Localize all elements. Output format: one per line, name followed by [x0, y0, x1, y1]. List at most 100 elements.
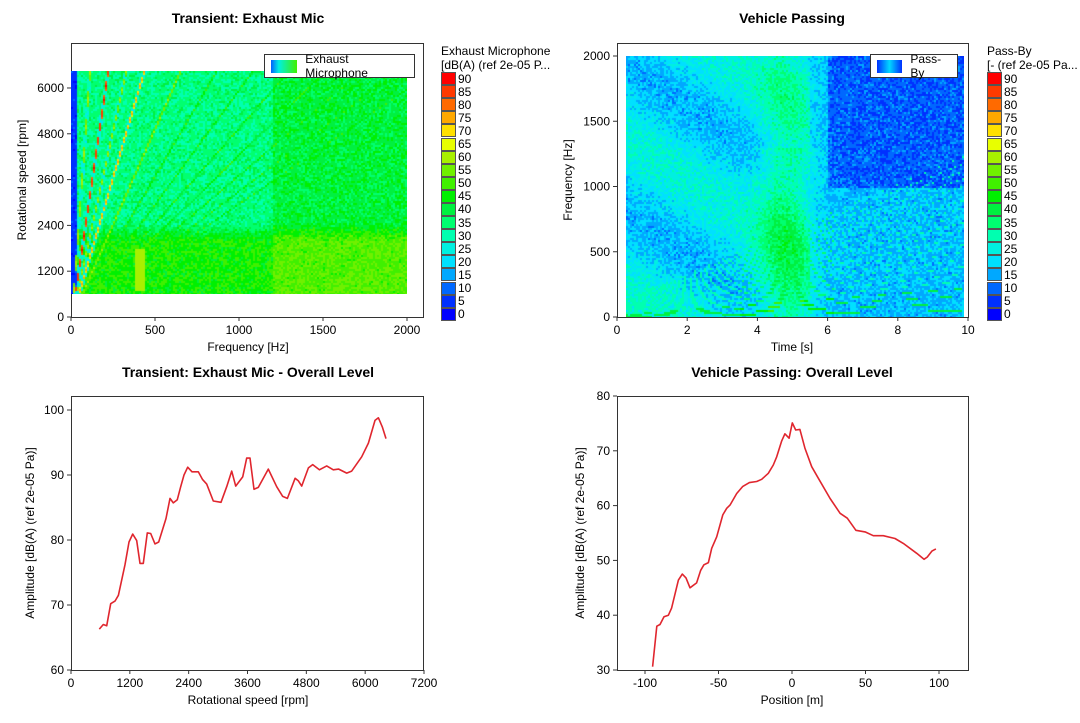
colorbar-swatch — [987, 150, 1002, 164]
x-axis-label: Frequency [Hz] — [207, 340, 289, 354]
colorbar-level: 5 — [987, 294, 1078, 308]
y-tick-label: 70 — [51, 598, 65, 612]
colorbar-level: 0 — [987, 307, 1078, 322]
spectrogram-exhaust-heatmap[interactable] — [71, 71, 407, 294]
y-tick-label: 1500 — [583, 114, 610, 128]
colorbar-swatch — [987, 98, 1002, 112]
colorbar-swatch — [987, 137, 1002, 151]
colorbar-label: 5 — [458, 294, 465, 309]
colorbar-label: 45 — [458, 189, 472, 204]
x-tick-label: 7200 — [411, 676, 438, 690]
colorbar-label: 35 — [458, 215, 472, 230]
legend-swatch — [877, 59, 903, 73]
colorbar-level: 25 — [441, 241, 550, 256]
legend-label: Exhaust Microphone — [305, 52, 368, 80]
colorbar-swatch — [441, 255, 456, 269]
x-tick-label: 0 — [68, 323, 75, 337]
x-tick-label: 6000 — [352, 676, 379, 690]
colorbar-level: 40 — [441, 202, 550, 216]
colorbar-label: 30 — [458, 228, 472, 243]
x-tick-label: 500 — [145, 323, 165, 337]
x-axis-label: Position [m] — [760, 693, 824, 707]
y-tick-label: 2400 — [37, 218, 64, 232]
colorbar-level: 65 — [441, 137, 550, 151]
colorbar-level: 20 — [987, 255, 1078, 269]
colorbar-label: 15 — [458, 267, 472, 282]
colorbar-swatch — [987, 242, 1002, 256]
y-tick-label: 60 — [597, 499, 611, 513]
x-tick-label: 8 — [894, 323, 901, 337]
colorbar-title: Exhaust Microphone — [441, 44, 551, 58]
colorbar-level: 10 — [441, 281, 550, 295]
colorbar-label: 80 — [1004, 97, 1018, 112]
y-tick-label: 30 — [597, 663, 611, 677]
legend-swatch — [271, 59, 298, 73]
colorbar-unit: [- (ref 2e-05 Pa... — [987, 58, 1078, 72]
colorbar-swatch — [441, 216, 456, 230]
colorbar-level: 55 — [987, 163, 1078, 177]
plot-area-passby-overall[interactable] — [617, 396, 969, 671]
colorbar-label: 0 — [458, 307, 465, 322]
colorbar-label: 80 — [458, 97, 472, 112]
colorbar-level: 35 — [987, 216, 1078, 230]
y-tick-label: 6000 — [37, 81, 64, 95]
x-tick-label: 1500 — [310, 323, 337, 337]
colorbar-level: 90 — [441, 72, 550, 86]
colorbar-swatch — [987, 72, 1002, 86]
plot-area-passby-spectrogram[interactable] — [617, 43, 969, 318]
colorbar-label: 55 — [458, 163, 472, 178]
colorbar-swatch — [987, 163, 1002, 177]
colorbar-swatch — [441, 281, 456, 295]
colorbar-label: 65 — [1004, 137, 1018, 152]
colorbar-label: 75 — [458, 110, 472, 125]
colorbar-swatch — [987, 294, 1002, 308]
colorbar-title: Pass-By — [987, 44, 1032, 58]
colorbar-swatch — [441, 150, 456, 164]
x-tick-label: 0 — [789, 676, 796, 690]
colorbar-level: 30 — [441, 228, 550, 243]
colorbar-label: 15 — [1004, 267, 1018, 282]
x-tick-label: 2400 — [175, 676, 202, 690]
colorbar-level: 10 — [987, 281, 1078, 295]
colorbar-label: 20 — [458, 254, 472, 269]
colorbar-level: 60 — [987, 150, 1078, 164]
colorbar-swatch — [441, 163, 456, 177]
colorbar-label: 50 — [458, 176, 472, 191]
legend-exhaust: Exhaust Microphone — [264, 52, 415, 80]
colorbar-swatch — [441, 98, 456, 112]
colorbar-swatch — [987, 216, 1002, 230]
x-tick-label: 4 — [754, 323, 761, 337]
colorbar-level: 35 — [441, 215, 550, 230]
colorbar-swatch — [987, 176, 1002, 190]
chart-title-passby-spectrogram: Vehicle Passing — [739, 10, 845, 26]
colorbar-label: 25 — [458, 241, 472, 256]
y-tick-label: 1000 — [583, 180, 610, 194]
y-tick-label: 100 — [44, 403, 64, 417]
colorbar-label: 0 — [1004, 307, 1011, 322]
colorbar-label: 40 — [1004, 202, 1018, 217]
y-tick-label: 0 — [57, 310, 64, 324]
legend-passby: Pass-By — [870, 52, 958, 80]
spectrogram-passby-heatmap[interactable] — [626, 56, 964, 317]
x-tick-label: 4800 — [293, 676, 320, 690]
colorbar-swatch — [987, 189, 1002, 203]
colorbar-swatch — [987, 85, 1002, 99]
colorbar-label: 70 — [458, 123, 472, 138]
chart-title-passby-overall: Vehicle Passing: Overall Level — [691, 364, 893, 380]
colorbar-level: 45 — [987, 189, 1078, 203]
colorbar-swatch — [987, 268, 1002, 282]
x-tick-label: 0 — [614, 323, 621, 337]
colorbar-swatch — [987, 281, 1002, 295]
colorbar-label: 60 — [458, 150, 472, 165]
colorbar-swatch — [441, 124, 456, 138]
x-tick-label: 0 — [68, 676, 75, 690]
colorbar-swatch — [441, 85, 456, 99]
colorbar-label: 85 — [458, 84, 472, 99]
colorbar-label: 85 — [1004, 84, 1018, 99]
colorbar-level: 15 — [987, 267, 1078, 282]
y-tick-label: 4800 — [37, 127, 64, 141]
y-tick-label: 0 — [603, 310, 610, 324]
colorbar-level: 75 — [987, 111, 1078, 125]
colorbar-level: 85 — [987, 84, 1078, 99]
